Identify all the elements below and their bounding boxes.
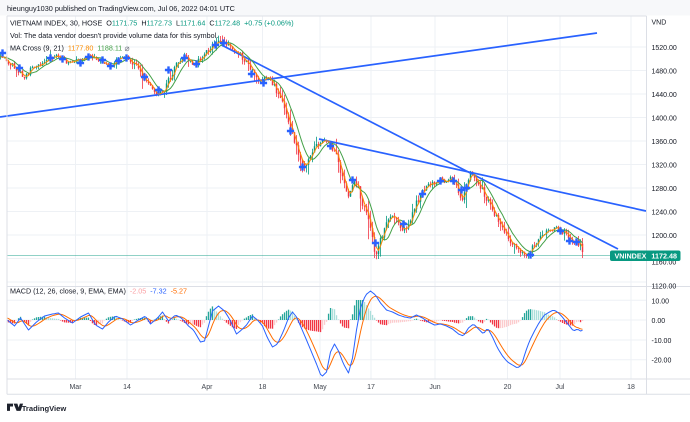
svg-text:⌀: ⌀: [125, 43, 131, 53]
svg-text:20: 20: [504, 384, 512, 391]
svg-text:VND: VND: [652, 20, 667, 27]
svg-text:17: 17: [367, 384, 375, 391]
svg-text:1160.00: 1160.00: [652, 260, 677, 267]
svg-text:18: 18: [259, 384, 267, 391]
svg-text:1360.00: 1360.00: [652, 139, 677, 146]
svg-text:1120.00: 1120.00: [652, 284, 677, 291]
svg-text:1480.00: 1480.00: [652, 69, 677, 76]
svg-text:MACD (12, 26, close, 9, EMA, E: MACD (12, 26, close, 9, EMA, EMA) -2.05 …: [10, 287, 187, 296]
svg-text:VNINDEX: VNINDEX: [615, 251, 647, 260]
svg-text:-10.00: -10.00: [652, 338, 672, 345]
svg-text:1200.00: 1200.00: [652, 233, 677, 240]
svg-text:1320.00: 1320.00: [652, 163, 677, 170]
svg-text:1280.00: 1280.00: [652, 186, 677, 193]
svg-text:VIETNAM INDEX, 30, HOSE O1171: VIETNAM INDEX, 30, HOSE O1171.75 H1172.7…: [10, 19, 294, 28]
svg-text:TradingView: TradingView: [22, 404, 67, 413]
svg-text:1240.00: 1240.00: [652, 210, 677, 217]
svg-text:hieunguy1030 published on Trad: hieunguy1030 published on TradingView.co…: [7, 4, 235, 13]
svg-text:1440.00: 1440.00: [652, 92, 677, 99]
svg-text:Mar: Mar: [69, 384, 82, 391]
svg-text:Jun: Jun: [429, 384, 440, 391]
svg-text:0.00: 0.00: [652, 318, 666, 325]
svg-text:1172.48: 1172.48: [651, 251, 677, 260]
svg-text:Apr: Apr: [202, 384, 214, 391]
svg-text:1520.00: 1520.00: [652, 45, 677, 52]
svg-text:Jul: Jul: [556, 384, 565, 391]
svg-text:May: May: [313, 384, 327, 391]
svg-text:10.00: 10.00: [652, 298, 670, 305]
svg-text:14: 14: [123, 384, 131, 391]
svg-text:Vol: The data vendor doesn't p: Vol: The data vendor doesn't provide vol…: [10, 31, 218, 40]
svg-text:1400.00: 1400.00: [652, 116, 677, 123]
svg-text:18: 18: [627, 384, 635, 391]
svg-text:-20.00: -20.00: [652, 358, 672, 365]
svg-text:MA Cross (9, 21) 1177.80 118: MA Cross (9, 21) 1177.80 1188.11: [10, 44, 122, 53]
